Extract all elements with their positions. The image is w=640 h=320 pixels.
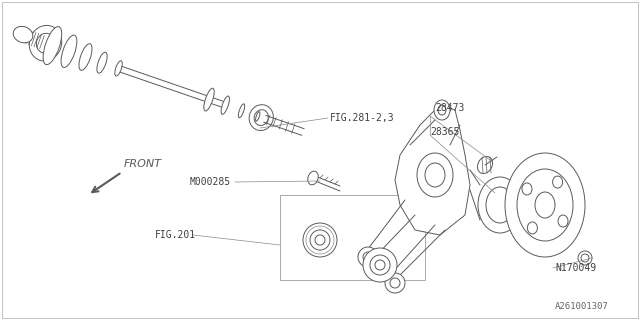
Ellipse shape xyxy=(505,153,585,257)
Text: FIG.201: FIG.201 xyxy=(155,230,196,240)
Ellipse shape xyxy=(375,260,385,270)
Ellipse shape xyxy=(238,104,244,118)
Ellipse shape xyxy=(255,112,260,121)
Ellipse shape xyxy=(527,222,538,234)
Ellipse shape xyxy=(522,183,532,195)
Ellipse shape xyxy=(517,169,573,241)
Ellipse shape xyxy=(581,254,589,262)
Text: A261001307: A261001307 xyxy=(555,302,609,311)
Ellipse shape xyxy=(204,88,214,111)
Bar xyxy=(280,195,425,280)
Ellipse shape xyxy=(535,192,555,218)
Ellipse shape xyxy=(370,255,390,275)
Ellipse shape xyxy=(249,105,273,131)
Ellipse shape xyxy=(13,26,33,43)
Ellipse shape xyxy=(425,163,445,187)
Ellipse shape xyxy=(310,230,330,250)
Ellipse shape xyxy=(97,52,107,73)
Ellipse shape xyxy=(315,235,325,245)
Ellipse shape xyxy=(477,156,493,173)
Ellipse shape xyxy=(363,248,397,282)
Ellipse shape xyxy=(29,25,61,61)
Ellipse shape xyxy=(358,247,378,267)
Text: 28365: 28365 xyxy=(430,127,460,137)
Ellipse shape xyxy=(36,33,54,53)
Ellipse shape xyxy=(79,44,92,70)
Text: FRONT: FRONT xyxy=(124,159,162,169)
Ellipse shape xyxy=(254,110,268,125)
Ellipse shape xyxy=(43,27,61,65)
Ellipse shape xyxy=(434,100,450,120)
Ellipse shape xyxy=(438,105,446,115)
Ellipse shape xyxy=(308,171,318,185)
Ellipse shape xyxy=(558,215,568,227)
Text: N170049: N170049 xyxy=(555,263,596,273)
Ellipse shape xyxy=(363,252,373,262)
Ellipse shape xyxy=(115,61,122,76)
Ellipse shape xyxy=(385,273,405,293)
Polygon shape xyxy=(395,105,470,235)
Text: 28473: 28473 xyxy=(435,103,465,113)
Text: M000285: M000285 xyxy=(190,177,231,187)
Ellipse shape xyxy=(221,96,230,114)
Ellipse shape xyxy=(478,177,522,233)
Ellipse shape xyxy=(578,251,592,265)
Ellipse shape xyxy=(417,153,453,197)
Ellipse shape xyxy=(61,35,77,68)
Text: FIG.281-2,3: FIG.281-2,3 xyxy=(330,113,395,123)
Ellipse shape xyxy=(486,187,514,223)
Ellipse shape xyxy=(552,176,563,188)
Ellipse shape xyxy=(390,278,400,288)
Ellipse shape xyxy=(303,223,337,257)
